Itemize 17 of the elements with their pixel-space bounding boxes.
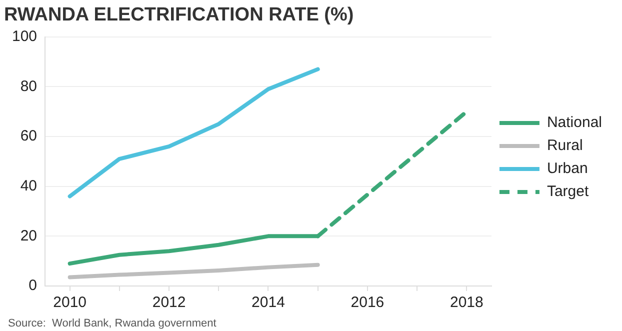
x-tick-label: 2018 [450,294,484,312]
chart-title: RWANDA ELECTRIFICATION RATE (%) [4,4,354,26]
y-tick-label: 40 [20,177,38,194]
x-tick-label: 2014 [252,294,285,312]
y-tick-label: 100 [12,28,38,45]
x-tick-label: 2016 [350,294,384,312]
y-tick-label: 0 [28,277,38,294]
legend-label: Urban [546,160,588,178]
x-tick-label: 2010 [53,294,87,312]
source-note: Source: World Bank, Rwanda government [8,318,216,330]
y-tick-label: 20 [20,227,38,244]
legend-label: Target [546,183,590,200]
legend-label: National [546,114,602,132]
legend-label: Rural [546,137,583,154]
y-tick-label: 80 [20,78,38,95]
y-tick-label: 60 [20,128,38,145]
x-tick-label: 2012 [152,294,186,312]
